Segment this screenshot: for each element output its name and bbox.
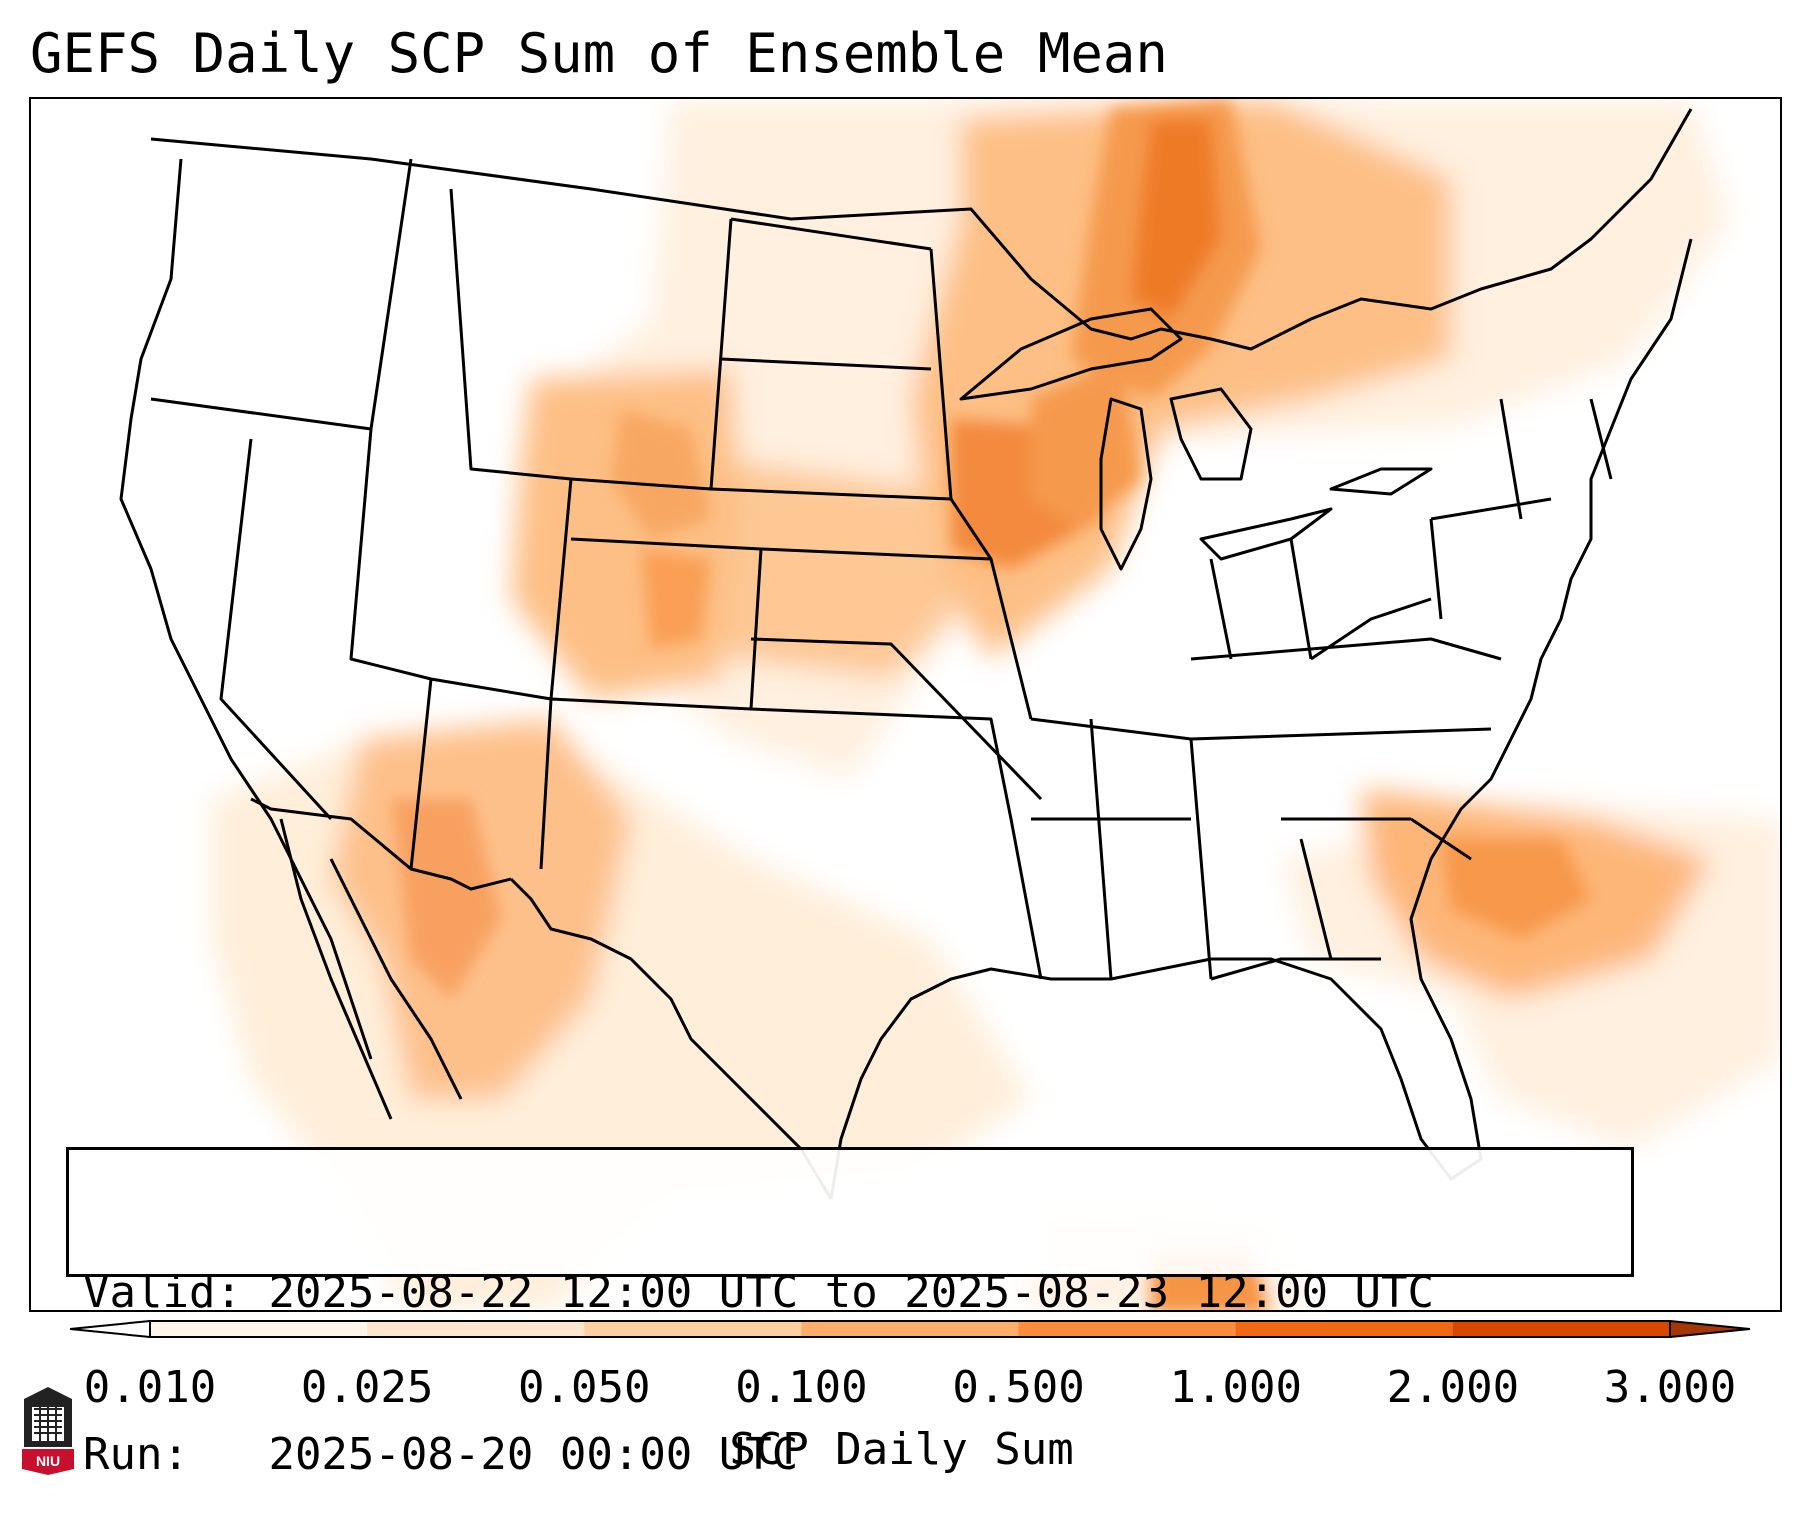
valid-value: 2025-08-22 12:00 UTC to 2025-08-23 12:00…: [268, 1267, 1435, 1318]
lake-erie: [1199, 507, 1333, 561]
map-panel: [29, 97, 1782, 1312]
run-value: 2025-08-20 00:00 UTC: [268, 1429, 799, 1480]
colorbar-segment: [1452, 1321, 1671, 1337]
gulf-coast: [829, 957, 1403, 1200]
rio-grande: [509, 877, 833, 1200]
colorbar-segment: [1018, 1321, 1237, 1337]
colorbar-segments: [150, 1321, 1671, 1337]
niu-logo-icon: NIU: [22, 1387, 74, 1475]
logo-text: NIU: [36, 1453, 60, 1469]
colorbar-segment: [1235, 1321, 1454, 1337]
colorbar-segment: [584, 1321, 802, 1337]
baja-california: [279, 818, 393, 1120]
scp-level-0500-wyoming: [611, 409, 711, 539]
scp-level-0500-sonora: [391, 799, 501, 999]
colorbar-tick-label: 0.025: [300, 1362, 434, 1413]
colorbar-tick-label: 0.010: [83, 1362, 217, 1413]
colorbar-tick-label: 0.100: [735, 1362, 868, 1413]
valid-label: Valid:: [83, 1267, 242, 1318]
colorbar-outline: [149, 1320, 1671, 1338]
scp-level-1000-core: [1131, 119, 1221, 319]
sonora-coast: [329, 858, 463, 1100]
colorbar-ticks: 0.010 0.025 0.050 0.100 0.500 1.000 2.000 3.000: [0, 1362, 1803, 1422]
colorbar-segment: [367, 1321, 585, 1337]
colorbar-tick-label: 1.000: [1169, 1362, 1302, 1413]
lake-huron: [1169, 387, 1253, 481]
colorbar-tick-label: 3.000: [1603, 1362, 1737, 1413]
scp-shading-strong: [391, 99, 1591, 1310]
valid-row: Valid: 2025-08-22 12:00 UTC to 2025-08-2…: [83, 1266, 1617, 1320]
scp-level-0500-carolina: [1441, 839, 1591, 939]
lake-ontario: [1329, 467, 1433, 496]
run-row: Run: 2025-08-20 00:00 UTC: [83, 1428, 1617, 1482]
canada-border: [150, 108, 1693, 351]
colorbar: [70, 1319, 1750, 1339]
lake-michigan: [1099, 397, 1153, 571]
colorbar-tick-label: 0.500: [952, 1362, 1085, 1413]
map-title: GEFS Daily SCP Sum of Ensemble Mean: [30, 22, 1168, 85]
map-boundaries: [119, 108, 1693, 1200]
atlantic-coast: [1399, 238, 1693, 1181]
scp-level-0500-colorado: [641, 549, 711, 649]
lake-superior: [959, 307, 1183, 401]
colorbar-tick-label: 2.000: [1386, 1362, 1520, 1413]
map-canvas: [119, 99, 1780, 1310]
scp-shading: [211, 99, 1780, 1310]
colorbar-segment: [150, 1321, 368, 1337]
colorbar-extend-left: [70, 1319, 151, 1339]
validity-info-box: Valid: 2025-08-22 12:00 UTC to 2025-08-2…: [66, 1147, 1634, 1480]
state-lines-central: [710, 217, 1213, 980]
pacific-coast: [119, 158, 373, 1060]
scp-level-0500-wisconsin: [1031, 359, 1141, 529]
colorbar-tick-label: 0.050: [518, 1362, 651, 1413]
colorbar-extend-right: [1669, 1319, 1750, 1339]
colorbar-segment: [801, 1321, 1020, 1337]
state-lines-east: [1190, 398, 1613, 981]
colorbar-label: SCP Daily Sum: [729, 1424, 1074, 1475]
run-label: Run:: [83, 1429, 189, 1480]
